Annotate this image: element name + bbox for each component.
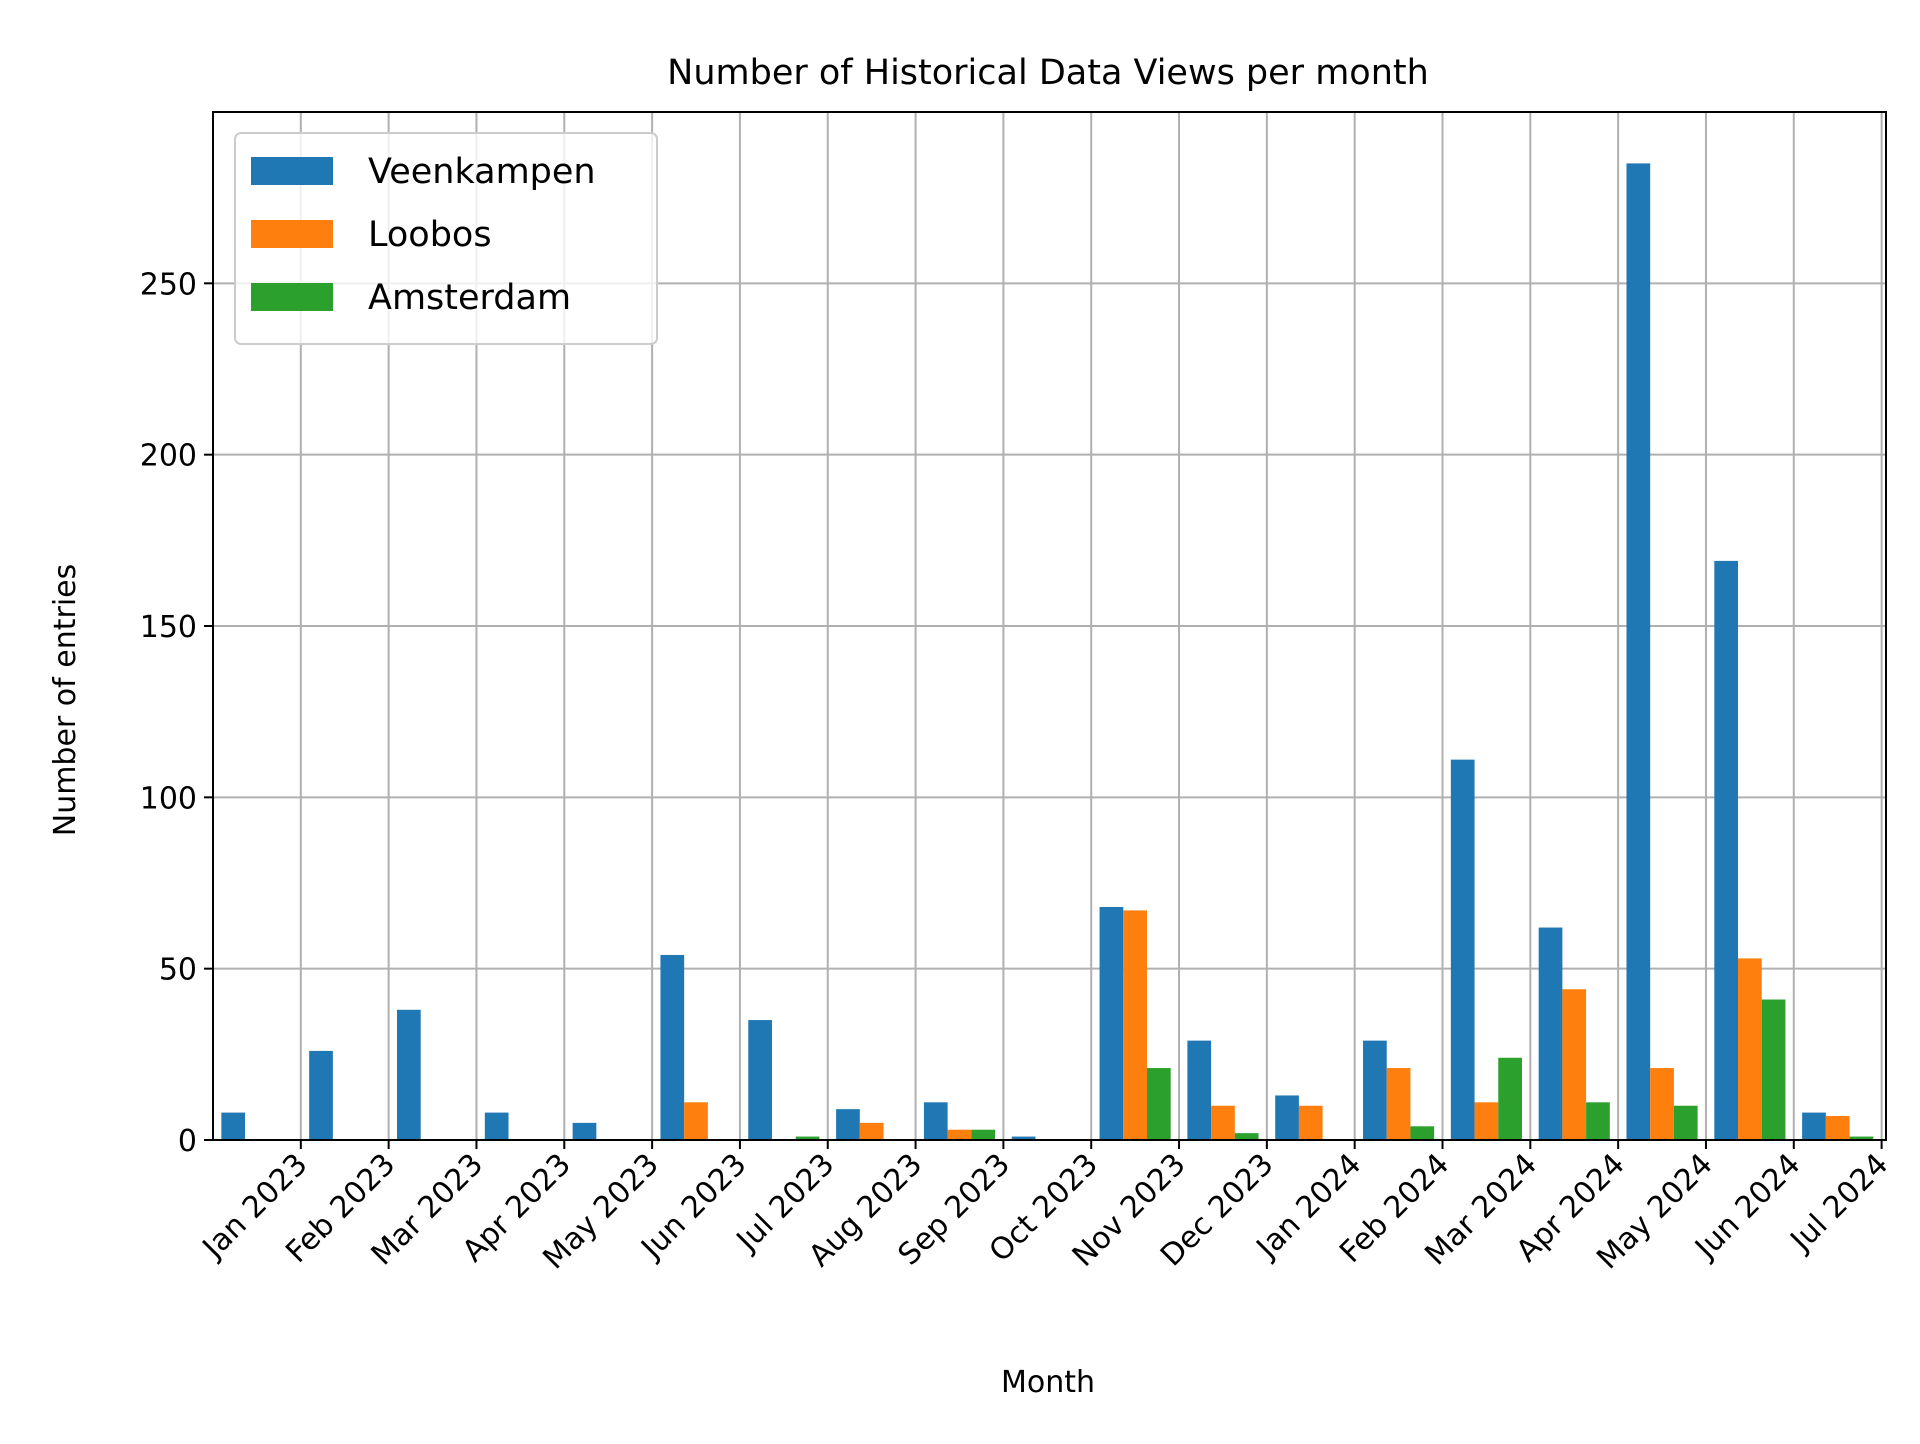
bar-veenkampen-jan-2024 bbox=[1275, 1095, 1299, 1140]
bar-veenkampen-jun-2024 bbox=[1714, 560, 1739, 1140]
bar-veenkampen-jul-2024 bbox=[1802, 1112, 1826, 1140]
legend-swatch-amsterdam bbox=[251, 283, 333, 311]
bar-loobos-jan-2024 bbox=[1298, 1105, 1323, 1140]
bar-veenkampen-jul-2023 bbox=[748, 1020, 772, 1140]
bar-veenkampen-oct-2023 bbox=[1011, 1136, 1036, 1140]
bar-veenkampen-apr-2023 bbox=[484, 1112, 509, 1140]
y-tick-label: 150 bbox=[140, 610, 197, 645]
bar-veenkampen-mar-2024 bbox=[1450, 759, 1475, 1140]
bar-loobos-may-2024 bbox=[1650, 1068, 1674, 1140]
bar-amsterdam-dec-2023 bbox=[1234, 1133, 1259, 1140]
bar-amsterdam-jul-2024 bbox=[1849, 1136, 1874, 1140]
bar-amsterdam-feb-2024 bbox=[1410, 1126, 1435, 1140]
bar-veenkampen-mar-2023 bbox=[396, 1009, 421, 1140]
y-tick-label: 50 bbox=[159, 953, 197, 988]
bar-loobos-jul-2024 bbox=[1825, 1116, 1850, 1140]
bar-veenkampen-apr-2024 bbox=[1538, 927, 1563, 1140]
bar-loobos-sep-2023 bbox=[947, 1129, 972, 1140]
bar-veenkampen-aug-2023 bbox=[836, 1109, 860, 1140]
bar-loobos-mar-2024 bbox=[1474, 1102, 1499, 1140]
legend-label-amsterdam: Amsterdam bbox=[368, 278, 571, 318]
bar-loobos-dec-2023 bbox=[1211, 1105, 1235, 1140]
bar-amsterdam-nov-2023 bbox=[1146, 1068, 1171, 1140]
bar-veenkampen-sep-2023 bbox=[923, 1102, 948, 1140]
legend-label-veenkampen: Veenkampen bbox=[368, 152, 596, 192]
y-tick-label: 200 bbox=[140, 439, 197, 474]
y-tick-label: 250 bbox=[140, 267, 197, 302]
bar-veenkampen-nov-2023 bbox=[1099, 906, 1124, 1140]
bar-veenkampen-feb-2023 bbox=[309, 1050, 333, 1140]
bar-amsterdam-sep-2023 bbox=[971, 1129, 996, 1140]
bar-amsterdam-mar-2024 bbox=[1498, 1057, 1522, 1140]
bar-veenkampen-feb-2024 bbox=[1363, 1040, 1387, 1140]
bar-amsterdam-jun-2024 bbox=[1761, 999, 1786, 1140]
legend: Veenkampen Loobos Amsterdam bbox=[234, 132, 658, 345]
bar-loobos-aug-2023 bbox=[859, 1122, 884, 1140]
bar-amsterdam-jul-2023 bbox=[795, 1136, 820, 1140]
legend-swatch-veenkampen bbox=[251, 157, 333, 185]
bar-loobos-apr-2024 bbox=[1562, 989, 1587, 1140]
bar-veenkampen-may-2024 bbox=[1626, 163, 1651, 1140]
y-axis-label: Number of entries bbox=[48, 564, 83, 837]
bar-amsterdam-may-2024 bbox=[1673, 1105, 1698, 1140]
y-tick-label: 100 bbox=[140, 781, 197, 816]
bar-loobos-feb-2024 bbox=[1386, 1068, 1411, 1140]
bar-loobos-jun-2023 bbox=[684, 1102, 708, 1140]
bar-veenkampen-may-2023 bbox=[572, 1122, 597, 1140]
bar-veenkampen-jan-2023 bbox=[221, 1112, 246, 1140]
bar-loobos-nov-2023 bbox=[1123, 910, 1147, 1140]
chart-title: Number of Historical Data Views per mont… bbox=[667, 53, 1429, 93]
legend-label-loobos: Loobos bbox=[368, 215, 492, 255]
y-tick-label: 0 bbox=[178, 1124, 197, 1159]
x-axis-label: Month bbox=[1001, 1365, 1095, 1400]
bar-veenkampen-jun-2023 bbox=[660, 954, 685, 1140]
bar-veenkampen-dec-2023 bbox=[1187, 1040, 1212, 1140]
bar-loobos-jun-2024 bbox=[1738, 958, 1762, 1140]
legend-swatch-loobos bbox=[251, 220, 333, 248]
bar-amsterdam-apr-2024 bbox=[1586, 1102, 1610, 1140]
bars-layer bbox=[221, 163, 1874, 1140]
legend-box bbox=[234, 132, 658, 345]
